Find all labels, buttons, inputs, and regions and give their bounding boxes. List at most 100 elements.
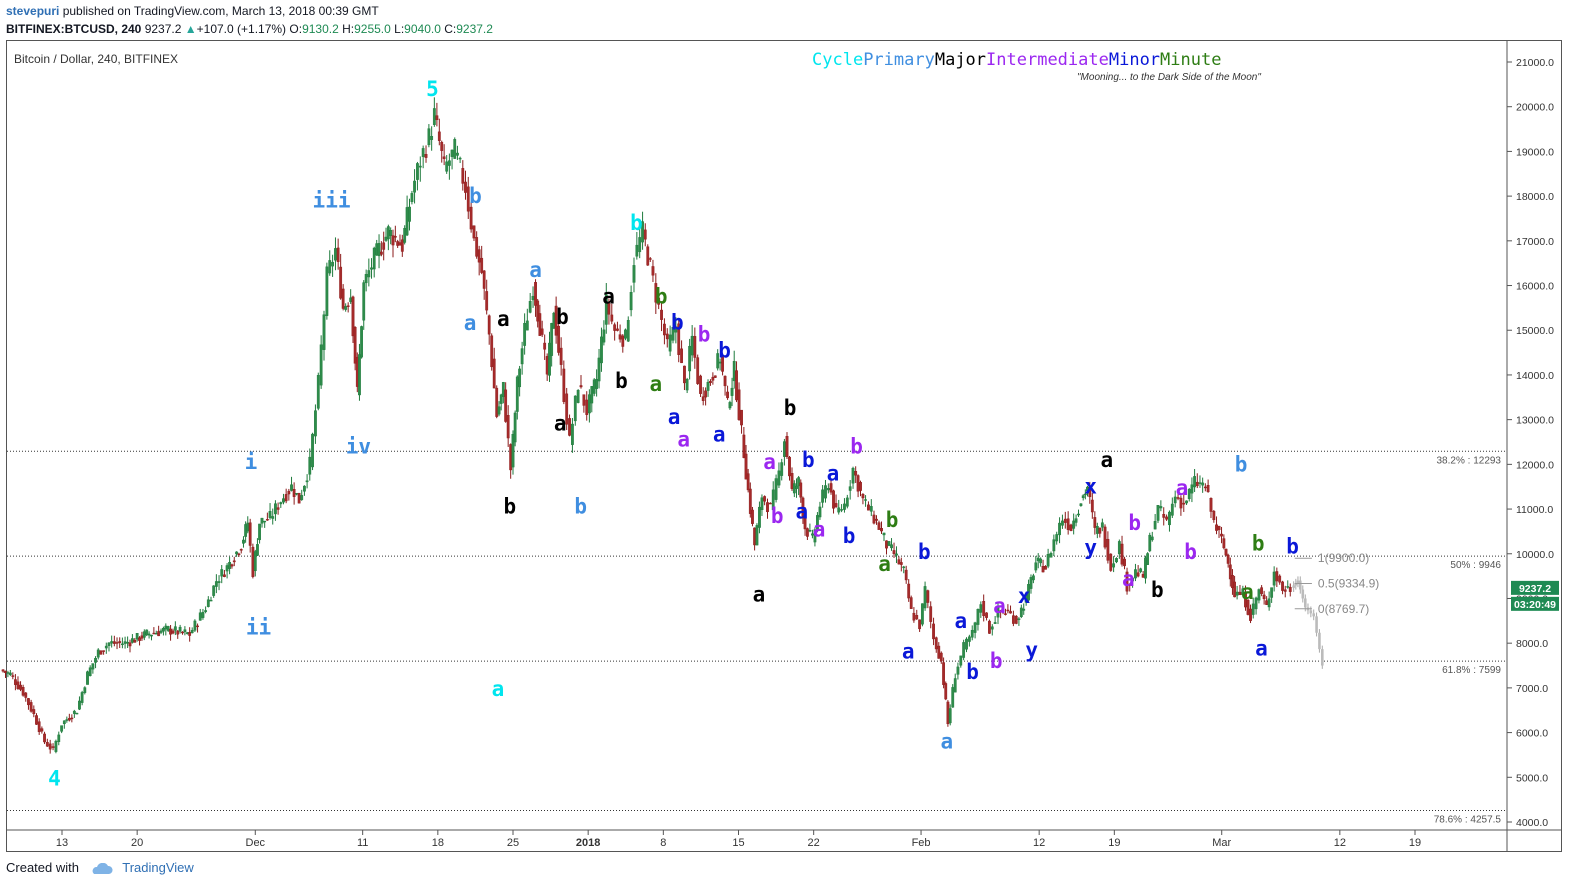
wave-label: b [918,540,931,564]
candle-body [554,305,558,336]
wave-label: b [1235,452,1248,476]
candle-body [565,393,569,425]
candle-body [83,687,87,693]
candle-body [379,251,383,255]
candle-body [138,637,141,641]
candle-body [920,603,924,625]
candle-body [1011,615,1015,624]
wave-label: b [843,524,856,548]
candle-body [851,467,855,484]
wave-label: a [796,500,809,524]
candle-body [162,627,165,632]
candle-body [869,506,873,512]
candle-body [985,612,988,618]
up-arrow-icon: ▲ [184,22,197,36]
candle-body [552,312,556,329]
candle-body [235,551,238,555]
candle-body [1031,575,1035,581]
wave-label: b [1128,511,1141,535]
candle-body [818,506,822,518]
wave-label: b [630,211,643,235]
candle-body [1275,571,1279,582]
projection-body [1301,589,1305,599]
candle-body [607,302,611,315]
candle-body [848,486,852,491]
wave-label: a [1100,448,1113,472]
candle-body [813,529,817,543]
candle-body [1203,486,1207,489]
candle-body [232,560,236,563]
candle-body [557,325,561,353]
candle-body [495,387,499,417]
candle-body [777,470,781,486]
candle-body [1115,558,1118,563]
candle-body [382,242,386,250]
candle-body [178,626,182,632]
candle-body [826,488,830,491]
last-price: 9237.2 [144,22,182,36]
candle-body [292,489,296,497]
published-text: published on TradingView.com, March 13, … [62,4,379,18]
candle-body [456,152,459,156]
candle-body [169,628,172,635]
candle-body [282,498,285,503]
candle-body [1165,516,1168,520]
candle-body [590,386,594,404]
degree-name: Primary [863,50,935,70]
price-change: +107.0 (+1.17%) [196,22,287,36]
candle-body [1212,510,1216,521]
close-value: 9237.2 [456,22,493,36]
candle-body [99,650,103,655]
y-tick-label: 4000.0 [1516,817,1548,829]
candle-body [239,549,243,551]
candle-body [571,423,574,445]
created-with-text: Created with [6,860,79,875]
candle-body [534,282,537,306]
candle-body [1162,514,1166,518]
candle-body [1179,497,1183,509]
candle-body [840,509,843,511]
wave-label: b [802,448,815,472]
candle-body [477,249,481,263]
candle-body [206,599,210,607]
candle-body [214,581,218,587]
author-name[interactable]: stevepuri [6,4,60,18]
candle-body [892,550,896,555]
candle-body [795,485,798,489]
candle-body [509,444,513,471]
candle-body [709,381,712,383]
chart-frame[interactable] [6,40,1562,852]
price-tag-text: 9237.2 [1519,583,1551,595]
candle-body [142,631,146,638]
candle-body [1281,581,1284,591]
degree-name: Intermediate [986,50,1109,70]
candle-body [803,511,807,530]
candle-body [1090,499,1094,513]
candle-body [755,525,759,546]
candle-body [133,639,137,643]
tradingview-link[interactable]: TradingView [122,860,194,875]
candle-body [102,650,106,652]
open-value: 9130.2 [302,22,339,36]
candle-body [88,667,92,677]
candle-body [276,507,280,510]
wave-label: a [954,609,967,633]
candle-body [1052,539,1056,552]
candle-body [331,261,334,267]
high-value: 9255.0 [354,22,391,36]
candle-body [173,626,177,631]
y-tick-label: 10000.0 [1516,549,1554,561]
degree-name: Minute [1160,50,1222,70]
candle-body [393,236,397,238]
x-tick-label: 15 [732,837,744,849]
candle-body [271,516,275,519]
candle-body [190,630,194,634]
candle-body [595,378,599,389]
candle-body [37,721,41,733]
candle-body [1079,503,1083,506]
candle-body [248,522,252,546]
candle-body [209,599,213,602]
candle-body [322,314,326,350]
candle-body [746,473,750,491]
